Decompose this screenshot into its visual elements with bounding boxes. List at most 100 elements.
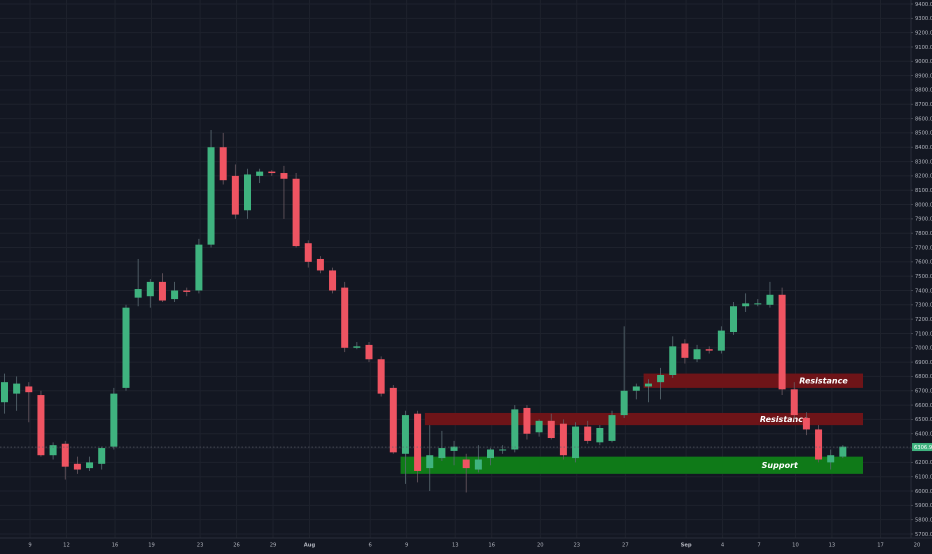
candle[interactable] [487,448,494,466]
candle[interactable] [535,419,543,437]
candle[interactable] [268,170,276,176]
candle[interactable] [304,240,312,268]
candle[interactable] [766,281,774,308]
candle[interactable] [584,420,592,444]
candle[interactable] [426,425,434,492]
candle[interactable] [523,405,531,440]
candle[interactable] [705,346,713,354]
price-tick-label: 6000.0 [915,489,932,495]
candle[interactable] [256,168,264,184]
candle[interactable] [231,164,239,219]
candle-body-down [377,359,385,394]
candle[interactable] [158,273,166,302]
candle[interactable] [499,445,507,454]
candle-body-down [790,389,798,416]
time-tick-label: 20 [914,543,921,549]
candle[interactable] [244,168,251,219]
candle[interactable] [693,344,701,363]
candle[interactable] [122,304,130,391]
candle[interactable] [462,453,470,493]
price-tick-label: 8000.0 [915,202,932,208]
candle[interactable] [171,281,179,302]
candle[interactable] [511,405,519,453]
candle[interactable] [815,425,823,463]
candle-body-up [1,382,8,403]
time-tick-label: 10 [792,543,799,549]
candle[interactable] [839,445,847,459]
candle-body-up [839,446,847,457]
price-tick-label: 7700.0 [915,245,932,251]
candle[interactable] [329,267,337,294]
time-tick-label: 29 [270,543,277,549]
price-tick-label: 6200.0 [915,460,932,466]
candle[interactable] [717,326,725,354]
candle[interactable] [620,326,628,418]
candle-body-up [134,289,142,298]
candle[interactable] [341,281,349,353]
candle[interactable] [13,376,21,411]
candle[interactable] [1,373,8,414]
candle[interactable] [195,238,203,294]
candle[interactable] [414,410,422,483]
candle[interactable] [644,379,652,403]
candle-body-up [742,303,750,307]
candle[interactable] [292,173,300,248]
candle[interactable] [742,293,750,312]
price-tick-label: 7300.0 [915,303,932,309]
candle[interactable] [37,390,45,457]
time-tick-label: 9 [28,543,31,549]
candle[interactable] [669,336,677,378]
candle[interactable] [49,442,57,460]
candle[interactable] [98,446,106,470]
time-tick-label: 27 [622,543,629,549]
candle[interactable] [730,301,737,335]
candle[interactable] [219,132,227,185]
candle[interactable] [608,410,616,443]
candle[interactable] [754,299,762,307]
candle[interactable] [401,410,409,484]
candle[interactable] [280,165,288,219]
candle[interactable] [559,419,567,460]
candle-body-up [122,307,130,388]
candle-body-down [25,386,33,393]
candle[interactable] [377,356,385,397]
candle-body-down [815,429,823,460]
candle[interactable] [61,440,69,480]
time-axis[interactable]: 9 12 16 19 23 26 29 Aug 6 9 13 16 20 23 27 Sep 4 7 10 13 17 2… [28,543,920,549]
candle[interactable] [134,258,142,307]
candle[interactable] [474,445,482,473]
candle-body-down [73,463,81,470]
candle[interactable] [450,440,458,466]
candle[interactable] [389,385,397,454]
candle[interactable] [802,412,810,436]
candle[interactable] [681,339,689,364]
candle-body-up [717,330,725,351]
candle[interactable] [110,387,118,450]
support-zone[interactable] [400,456,863,474]
candle[interactable] [146,279,154,308]
candle[interactable] [207,130,215,248]
resistance-zone[interactable] [424,412,863,426]
candle[interactable] [86,456,94,471]
candle[interactable] [547,413,555,440]
candle[interactable] [365,342,373,363]
candle[interactable] [572,422,580,463]
candle[interactable] [778,287,786,396]
candle[interactable] [596,425,604,446]
price-axis[interactable]: 9400.0 9300.0 9200.0 9100.0 9000.0 8900.0 8800… [911,2,932,538]
candle[interactable] [827,449,835,470]
candle[interactable] [73,456,81,474]
candle[interactable] [632,383,640,400]
price-tick-label: 6400.0 [915,432,932,438]
candle[interactable] [183,287,191,297]
candle[interactable] [438,430,446,461]
candle[interactable] [657,367,665,400]
candle-body-up [86,462,94,469]
candle[interactable] [353,342,361,350]
resistance-zone[interactable] [643,373,863,388]
candle[interactable] [25,382,33,423]
candle[interactable] [790,382,798,421]
candle[interactable] [316,256,324,274]
